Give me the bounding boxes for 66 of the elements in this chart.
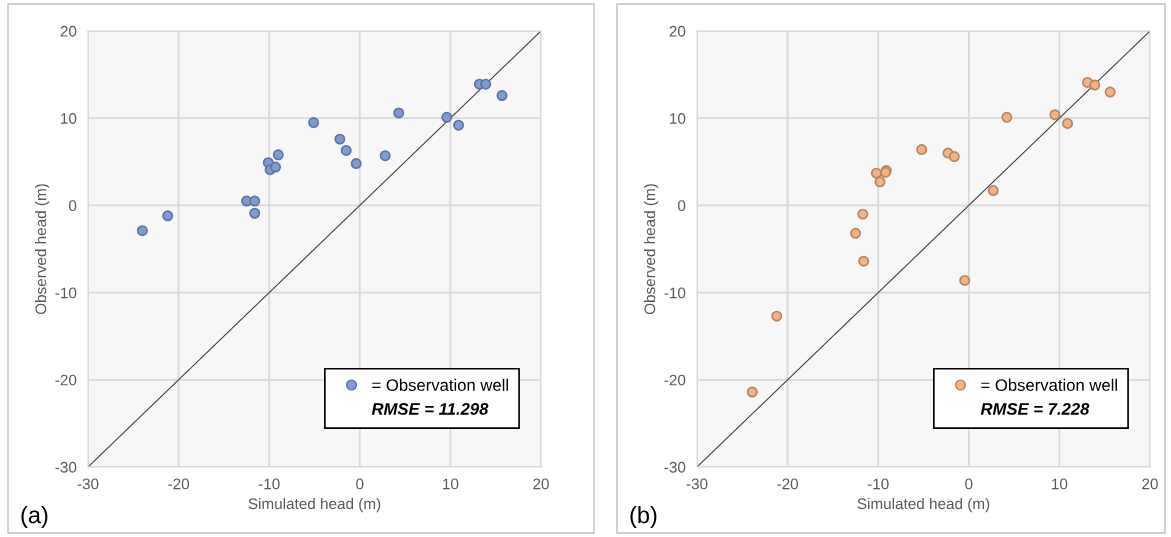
- x-tick-label: 0: [356, 478, 364, 490]
- legend-label: = Observation well: [372, 378, 508, 391]
- y-tick-label: -20: [55, 374, 77, 386]
- point: [441, 111, 453, 123]
- text: (a): [21, 505, 48, 528]
- y-tick-label: -30: [55, 461, 77, 473]
- point: [771, 310, 783, 322]
- x-tick-label: 0: [965, 478, 973, 490]
- point: [746, 386, 758, 398]
- x-tick-label: 20: [1142, 478, 1158, 490]
- y-axis-title: Observed head (m): [35, 184, 50, 315]
- point: [249, 207, 261, 219]
- point: [870, 167, 882, 179]
- point: [959, 274, 971, 286]
- point: [308, 117, 320, 129]
- x-tick-label: -10: [258, 478, 280, 490]
- point: [136, 225, 148, 237]
- x-tick-label: -30: [77, 478, 99, 490]
- point: [948, 151, 960, 163]
- point: [162, 210, 174, 222]
- x-axis-title: Simulated head (m): [857, 497, 990, 513]
- y-tick-label: 0: [68, 200, 77, 212]
- legend-label: = Observation well: [981, 378, 1117, 391]
- x-tick-label: 20: [533, 478, 549, 490]
- x-axis-title: Simulated head (m): [248, 497, 381, 513]
- point: [850, 227, 862, 239]
- point: [1062, 117, 1074, 129]
- point: [334, 133, 346, 145]
- x-tick-label: -20: [777, 478, 799, 490]
- x-tick-label: -10: [867, 478, 889, 490]
- y-tick-label: -30: [664, 461, 686, 473]
- y-tick-label: 0: [677, 200, 686, 212]
- y-tick-label: -10: [664, 287, 686, 299]
- y-axis-title: Observed head (m): [644, 184, 659, 315]
- point: [857, 208, 869, 220]
- point: [1001, 111, 1013, 123]
- point: [480, 78, 492, 90]
- point: [916, 144, 928, 156]
- y-tick-label: 20: [669, 25, 686, 37]
- x-tick-label: 10: [443, 478, 459, 490]
- point: [340, 144, 352, 156]
- point: [858, 255, 870, 267]
- annotation: RMSE = 11.298: [371, 403, 489, 415]
- y-tick-label: 20: [60, 25, 77, 37]
- point: [379, 150, 391, 162]
- point: [272, 149, 284, 161]
- x-tick-label: 10: [1052, 478, 1068, 490]
- point: [453, 119, 465, 131]
- y-tick-label: -20: [664, 374, 686, 386]
- point: [393, 107, 405, 119]
- annotation: RMSE = 7.228: [980, 403, 1090, 415]
- y-tick-label: 10: [61, 113, 77, 124]
- point: [1049, 109, 1061, 121]
- point: [1104, 86, 1116, 98]
- text: (b): [630, 505, 657, 528]
- y-tick-label: 10: [670, 113, 686, 124]
- point: [987, 185, 999, 197]
- point: [249, 195, 261, 207]
- point: [496, 90, 508, 102]
- x-tick-label: -20: [168, 478, 190, 490]
- x-tick-label: -30: [686, 478, 708, 490]
- point: [1089, 79, 1101, 91]
- y-tick-label: -10: [55, 287, 77, 299]
- point: [350, 158, 362, 170]
- point: [874, 176, 886, 188]
- point: [270, 161, 282, 173]
